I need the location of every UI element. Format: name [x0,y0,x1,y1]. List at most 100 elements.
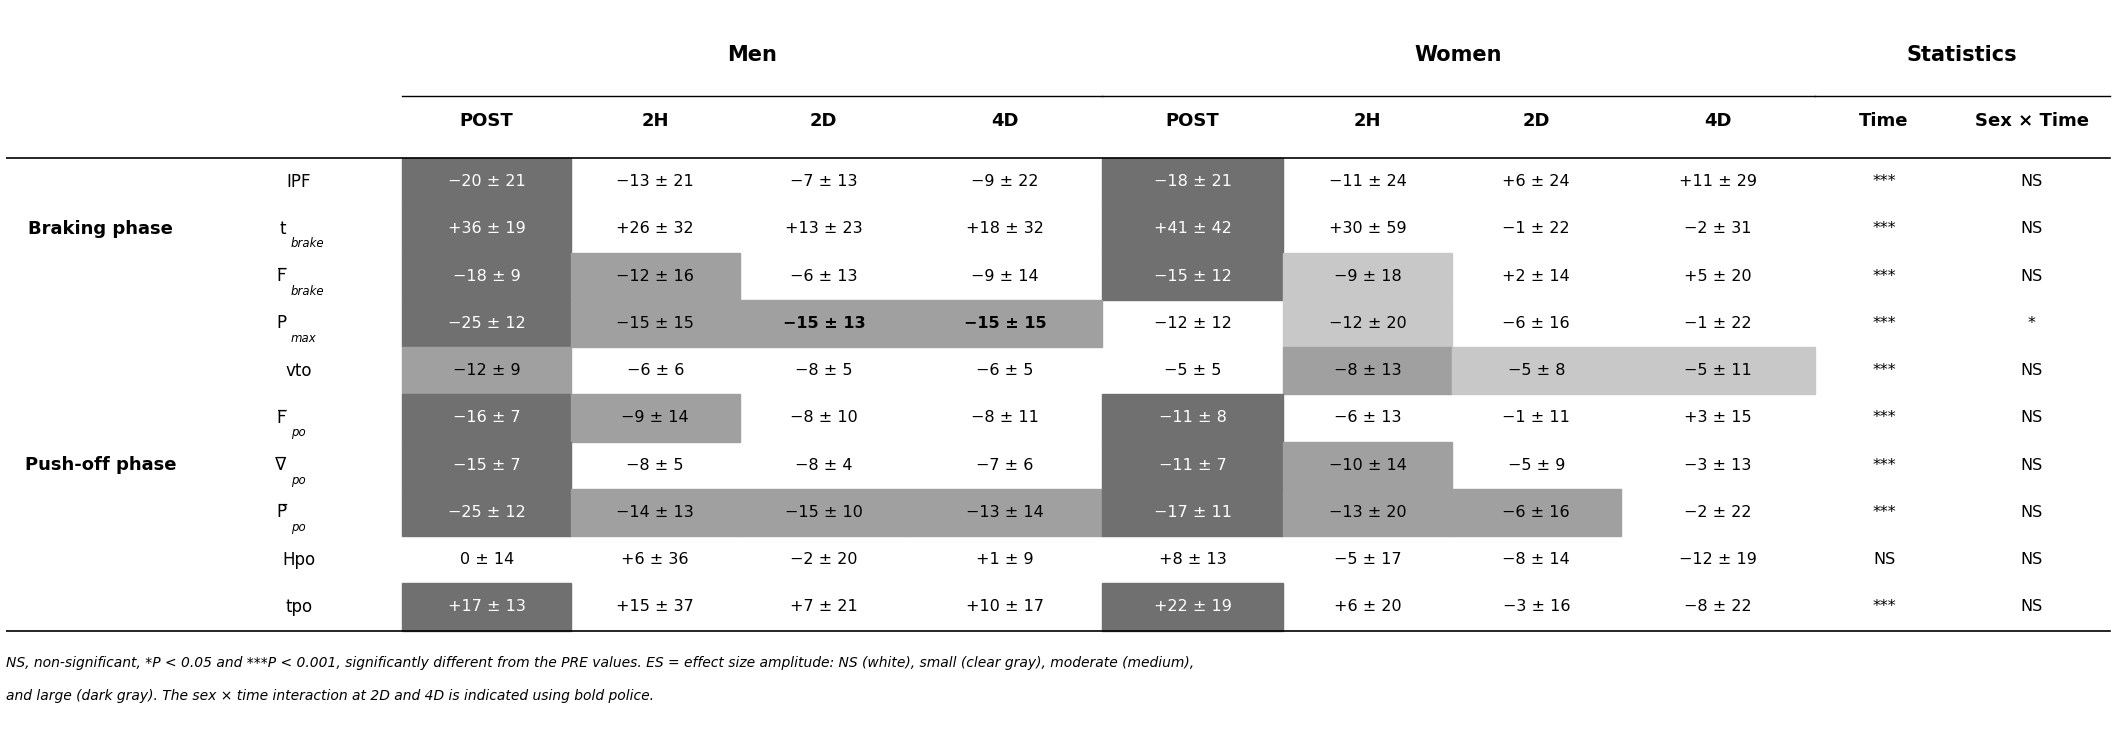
Bar [739,300,909,347]
Text: tpo: tpo [286,598,313,616]
Text: +22 ± 19: +22 ± 19 [1154,599,1233,614]
Text: −9 ± 18: −9 ± 18 [1334,269,1402,284]
Text: −11 ± 8: −11 ± 8 [1159,411,1226,425]
Text: −18 ± 9: −18 ± 9 [453,269,521,284]
Text: brake: brake [290,237,324,250]
Text: max: max [290,332,316,345]
Bar [1101,583,1284,631]
Text: ***: *** [1872,505,1896,520]
Text: −6 ± 13: −6 ± 13 [1334,411,1402,425]
Bar [1101,253,1284,300]
Text: −12 ± 12: −12 ± 12 [1154,316,1233,331]
Text: Braking phase: Braking phase [28,220,174,238]
Text: Sex × Time: Sex × Time [1974,113,2088,130]
Bar [1101,489,1284,536]
Bar [402,583,572,631]
Bar [402,347,572,394]
Text: ***: *** [1872,174,1896,189]
Text: −8 ± 5: −8 ± 5 [627,458,684,473]
Bar [1101,442,1284,489]
Bar [572,253,739,300]
Bar [1453,347,1620,394]
Text: +6 ± 36: +6 ± 36 [621,552,688,567]
Text: −11 ± 24: −11 ± 24 [1328,174,1406,189]
Text: +5 ± 20: +5 ± 20 [1684,269,1752,284]
Text: −14 ± 13: −14 ± 13 [616,505,695,520]
Text: Push-off phase: Push-off phase [25,456,176,474]
Text: +8 ± 13: +8 ± 13 [1159,552,1226,567]
Text: −5 ± 11: −5 ± 11 [1684,363,1752,378]
Text: NS: NS [1872,552,1896,567]
Text: −3 ± 13: −3 ± 13 [1684,458,1752,473]
Text: −12 ± 20: −12 ± 20 [1328,316,1406,331]
Text: −8 ± 22: −8 ± 22 [1684,599,1752,614]
Text: 2D: 2D [1523,113,1550,130]
Text: NS: NS [2021,458,2042,473]
Text: −8 ± 10: −8 ± 10 [790,411,858,425]
Text: −12 ± 9: −12 ± 9 [453,363,521,378]
Text: −20 ± 21: −20 ± 21 [447,174,525,189]
Bar [402,253,572,300]
Text: −15 ± 13: −15 ± 13 [782,316,864,331]
Text: −17 ± 11: −17 ± 11 [1154,505,1233,520]
Bar [402,158,572,205]
Text: NS: NS [2021,363,2042,378]
Text: +3 ± 15: +3 ± 15 [1684,411,1752,425]
Text: NS: NS [2021,411,2042,425]
Text: Time: Time [1860,113,1908,130]
Text: −12 ± 16: −12 ± 16 [616,269,695,284]
Text: −7 ± 6: −7 ± 6 [976,458,1034,473]
Bar [1620,347,1815,394]
Text: +15 ± 37: +15 ± 37 [616,599,695,614]
Bar [572,394,739,442]
Bar [572,300,739,347]
Text: −25 ± 12: −25 ± 12 [447,316,525,331]
Text: −7 ± 13: −7 ± 13 [790,174,858,189]
Bar [402,489,572,536]
Text: −18 ± 21: −18 ± 21 [1154,174,1233,189]
Text: −2 ± 22: −2 ± 22 [1684,505,1752,520]
Text: +2 ± 14: +2 ± 14 [1502,269,1569,284]
Text: ***: *** [1872,599,1896,614]
Text: −2 ± 31: −2 ± 31 [1684,222,1752,236]
Bar [1101,205,1284,253]
Text: −25 ± 12: −25 ± 12 [447,505,525,520]
Text: IPF: IPF [286,173,311,190]
Text: +30 ± 59: +30 ± 59 [1328,222,1406,236]
Text: P̅: P̅ [275,503,286,522]
Text: −6 ± 13: −6 ± 13 [790,269,858,284]
Text: Hpo: Hpo [282,551,316,568]
Bar [1101,158,1284,205]
Bar [909,300,1101,347]
Text: −13 ± 20: −13 ± 20 [1328,505,1406,520]
Text: Statistics: Statistics [1906,45,2016,65]
Text: +26 ± 32: +26 ± 32 [616,222,695,236]
Text: −9 ± 22: −9 ± 22 [972,174,1040,189]
Text: +13 ± 23: +13 ± 23 [786,222,862,236]
Text: +6 ± 24: +6 ± 24 [1502,174,1569,189]
Text: −1 ± 11: −1 ± 11 [1502,411,1569,425]
Text: −15 ± 7: −15 ± 7 [453,458,521,473]
Bar [1284,300,1453,347]
Bar [402,442,572,489]
Text: −10 ± 14: −10 ± 14 [1328,458,1406,473]
Text: −5 ± 8: −5 ± 8 [1508,363,1565,378]
Text: −8 ± 11: −8 ± 11 [972,411,1040,425]
Bar [402,394,572,442]
Text: NS: NS [2021,599,2042,614]
Text: ***: *** [1872,222,1896,236]
Text: F̅: F̅ [277,268,286,285]
Text: po: po [290,473,305,487]
Bar [1284,442,1453,489]
Text: +1 ± 9: +1 ± 9 [976,552,1034,567]
Text: 4D: 4D [1703,113,1730,130]
Text: V̅: V̅ [275,456,286,474]
Text: ***: *** [1872,316,1896,331]
Text: −5 ± 17: −5 ± 17 [1334,552,1402,567]
Text: F̅: F̅ [277,409,286,427]
Text: ***: *** [1872,269,1896,284]
Text: −9 ± 14: −9 ± 14 [621,411,688,425]
Text: −2 ± 20: −2 ± 20 [790,552,858,567]
Text: −8 ± 13: −8 ± 13 [1334,363,1402,378]
Text: −15 ± 12: −15 ± 12 [1154,269,1233,284]
